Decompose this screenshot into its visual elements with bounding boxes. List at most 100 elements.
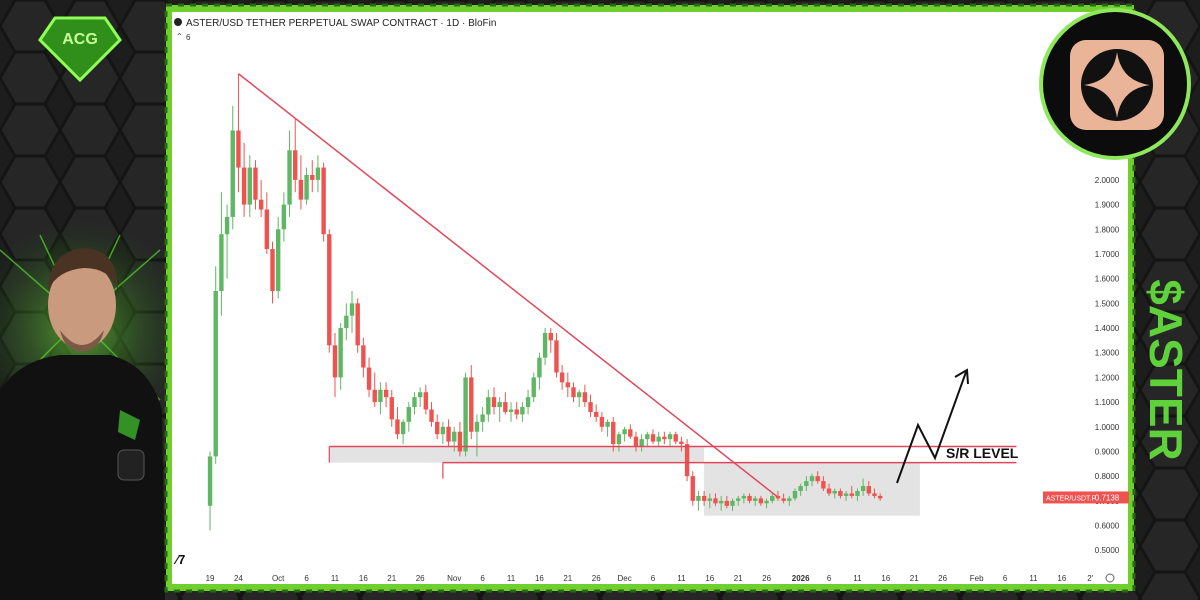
candle-body xyxy=(679,441,684,445)
candle-body xyxy=(605,421,610,427)
candle-body xyxy=(412,397,417,408)
candle-body xyxy=(366,367,372,390)
y-tick-label: 1.6000 xyxy=(1095,275,1120,284)
x-tick-label: 21 xyxy=(563,574,572,583)
y-tick-label: 1.8000 xyxy=(1095,225,1120,234)
candle-body xyxy=(667,434,673,440)
tv-logo: ⁄7 xyxy=(173,552,185,567)
x-tick-label: 11 xyxy=(507,574,516,583)
candle-body xyxy=(559,372,565,383)
candle-body xyxy=(264,209,270,250)
projection-arrow xyxy=(896,371,967,484)
candle-body xyxy=(287,150,292,205)
x-tick-label: Nov xyxy=(447,574,461,583)
candle-body xyxy=(781,498,786,501)
candle-body xyxy=(372,389,377,403)
candle-body xyxy=(860,486,866,491)
candle-body xyxy=(537,357,542,378)
x-tick-label: 16 xyxy=(705,574,714,583)
candle-body xyxy=(514,409,519,415)
y-tick-label: 2.0000 xyxy=(1095,176,1120,185)
x-tick-label: 11 xyxy=(331,574,340,583)
candle-body xyxy=(293,150,298,180)
candle-body xyxy=(576,392,582,398)
y-tick-label: 1.2000 xyxy=(1095,373,1120,382)
candle-body xyxy=(735,498,741,501)
candle-body xyxy=(542,332,548,358)
x-tick-label: 11 xyxy=(1029,574,1038,583)
candle-body xyxy=(241,167,247,205)
settings-icon[interactable] xyxy=(1105,573,1115,583)
candle-body xyxy=(315,167,321,180)
candle-body xyxy=(713,498,718,504)
candle-body xyxy=(571,387,576,398)
x-tick-label: 6 xyxy=(651,574,656,583)
x-tick-label: 16 xyxy=(1057,574,1066,583)
candle-body xyxy=(446,426,451,442)
candle-body xyxy=(207,456,213,506)
y-tick-label: 0.8000 xyxy=(1095,472,1120,481)
candle-body xyxy=(349,303,355,316)
candle-body xyxy=(554,340,559,373)
candle-body xyxy=(304,174,309,200)
x-tick-label: 26 xyxy=(592,574,601,583)
candle-body xyxy=(270,249,275,291)
candle-body xyxy=(758,498,764,504)
x-tick-label: 11 xyxy=(677,574,686,583)
price-tag-bg xyxy=(1043,491,1129,504)
y-tick-label: 1.4000 xyxy=(1095,324,1120,333)
x-tick-label: 2026 xyxy=(792,574,810,583)
candle-body xyxy=(378,389,383,403)
candle-body xyxy=(809,476,815,482)
candle-body xyxy=(361,345,366,368)
candle-body xyxy=(696,495,701,501)
candle-body xyxy=(355,303,360,346)
candle-body xyxy=(582,392,588,403)
frame-pattern xyxy=(164,3,1136,593)
y-tick-label: 1.5000 xyxy=(1095,299,1120,308)
candle-body xyxy=(469,377,474,432)
y-tick-label: 0.9000 xyxy=(1095,447,1120,456)
candle-body xyxy=(440,426,446,435)
symbol-icon xyxy=(174,18,182,26)
candle-body xyxy=(866,486,872,494)
x-tick-label: Feb xyxy=(970,574,984,583)
candle-body xyxy=(463,377,468,452)
x-tick-label: 24 xyxy=(234,574,243,583)
candle-body xyxy=(338,328,343,378)
x-tick-label: 16 xyxy=(535,574,544,583)
candle-body xyxy=(497,402,502,408)
candle-body xyxy=(508,409,514,412)
candle-body xyxy=(599,416,605,427)
candle-body xyxy=(701,495,707,501)
candle-body xyxy=(236,130,241,168)
sr-label: S/R LEVEL xyxy=(946,445,1019,461)
candle-body xyxy=(645,434,650,440)
candle-body xyxy=(770,495,775,501)
candle-body xyxy=(707,498,712,501)
indicator-count: 6 xyxy=(186,33,191,42)
x-tick-label: 11 xyxy=(853,574,862,583)
candle-body xyxy=(310,174,315,180)
candle-body xyxy=(741,495,747,499)
candle-body xyxy=(281,204,287,230)
candle-body xyxy=(452,431,457,442)
candle-body xyxy=(594,411,599,417)
candle-body xyxy=(798,486,803,491)
candle-body xyxy=(565,382,571,388)
candle-body xyxy=(224,216,230,235)
brand-text: ACG xyxy=(62,31,98,48)
candle-body xyxy=(730,500,735,506)
x-tick-label: 21 xyxy=(387,574,396,583)
candle-body xyxy=(327,234,332,346)
candle-body xyxy=(480,414,485,422)
candle-body xyxy=(531,377,536,398)
candle-body xyxy=(656,436,661,442)
candle-body xyxy=(230,130,235,217)
plot: 2.0000 1.9000 1.8000 1.7000 1.6000 1.5000 1.40… xyxy=(206,73,1129,583)
candle-body xyxy=(520,407,525,415)
candle-body xyxy=(332,345,338,378)
candle-body xyxy=(434,421,440,435)
